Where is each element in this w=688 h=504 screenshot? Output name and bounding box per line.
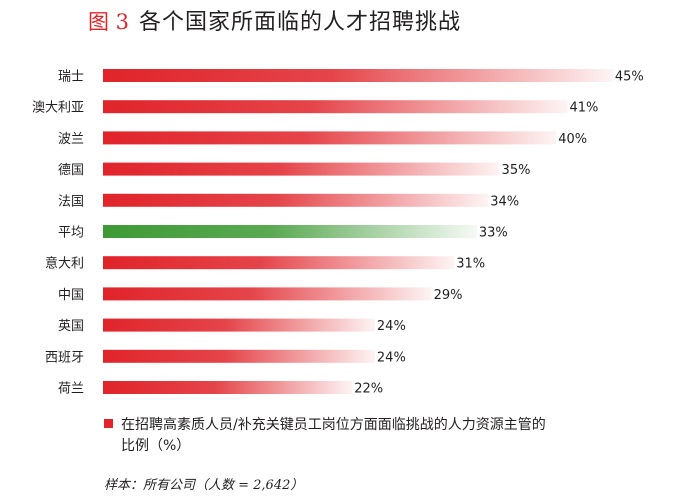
- bar: [103, 287, 432, 301]
- category-label: 荷兰: [58, 382, 84, 397]
- category-label: 意大利: [45, 256, 84, 272]
- value-label: 45%: [615, 70, 644, 85]
- bar: [103, 193, 489, 207]
- value-label: 29%: [434, 288, 463, 303]
- bar: [103, 318, 375, 332]
- value-label: 22%: [354, 382, 383, 397]
- title-text: 各个国家所面临的人才招聘挑战: [139, 10, 462, 35]
- category-label: 法国: [58, 194, 84, 209]
- category-label: 德国: [58, 163, 84, 178]
- bar-chart: 瑞士 45% 澳大利亚 41% 波兰 40% 德国 35% 法国 34% 平均 33% 意大利 31% 中国…: [32, 69, 644, 397]
- chart-title: 图 3 各个国家所面临的人才招聘挑战: [88, 4, 462, 35]
- category-label: 澳大利亚: [32, 100, 84, 116]
- category-label: 平均: [58, 226, 84, 241]
- category-label: 中国: [58, 288, 84, 303]
- bars-group: 瑞士 45% 澳大利亚 41% 波兰 40% 德国 35% 法国 34% 平均 33% 意大利 31% 中国…: [32, 69, 644, 397]
- bar: [103, 100, 568, 114]
- sample-note: 样本：所有公司（人数 = 2,642）: [104, 478, 304, 493]
- bar: [103, 256, 455, 270]
- bar: [103, 162, 500, 176]
- value-label: 41%: [570, 101, 599, 116]
- bar: [103, 381, 353, 394]
- value-label: 34%: [490, 194, 519, 209]
- legend-text-line1: 在招聘高素质人员/补充关键员工岗位方面面临挑战的人力资源主管的: [121, 417, 546, 433]
- category-label: 西班牙: [45, 350, 84, 365]
- category-label: 瑞士: [58, 70, 84, 85]
- category-label: 英国: [58, 319, 84, 334]
- value-label: 31%: [456, 257, 485, 272]
- figure-label: 图 3: [88, 10, 130, 34]
- bar: [103, 131, 557, 145]
- value-label: 24%: [377, 319, 406, 334]
- value-label: 24%: [377, 350, 406, 365]
- category-label: 波兰: [58, 132, 84, 147]
- legend-text-line2: 比例（%）: [121, 438, 191, 454]
- bar: [103, 349, 375, 363]
- legend: 在招聘高素质人员/补充关键员工岗位方面面临挑战的人力资源主管的 比例（%）: [104, 415, 664, 457]
- value-label: 40%: [558, 132, 587, 147]
- value-label: 35%: [502, 163, 531, 178]
- bar-average: [103, 225, 477, 238]
- bar: [103, 69, 613, 82]
- legend-swatch: [104, 419, 113, 428]
- value-label: 33%: [479, 226, 508, 241]
